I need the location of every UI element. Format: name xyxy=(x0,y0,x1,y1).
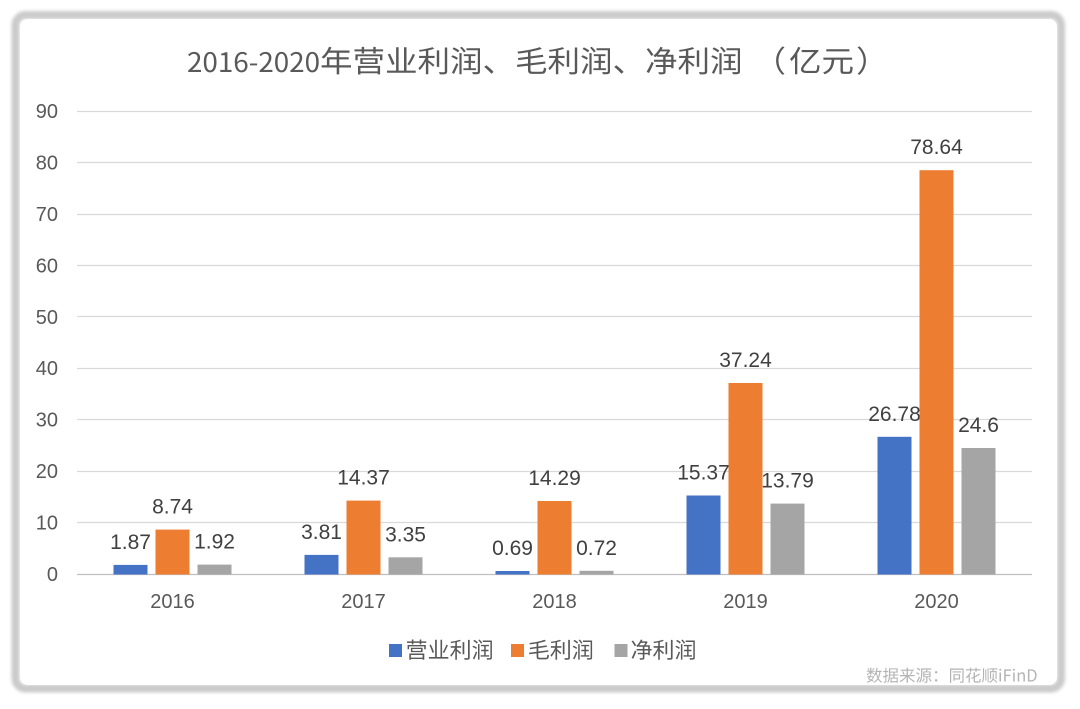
svg-text:13.79: 13.79 xyxy=(761,470,814,493)
svg-text:2016: 2016 xyxy=(150,591,195,613)
svg-text:80: 80 xyxy=(36,153,58,175)
svg-text:90: 90 xyxy=(36,101,58,123)
svg-text:24.6: 24.6 xyxy=(958,414,999,437)
svg-text:20: 20 xyxy=(36,461,58,483)
svg-text:70: 70 xyxy=(36,204,58,226)
svg-text:1.92: 1.92 xyxy=(194,531,235,554)
svg-text:0.69: 0.69 xyxy=(492,537,533,560)
svg-text:14.29: 14.29 xyxy=(528,467,581,490)
svg-text:0: 0 xyxy=(47,564,58,586)
svg-text:2017: 2017 xyxy=(341,591,386,613)
svg-text:37.24: 37.24 xyxy=(719,349,772,372)
svg-text:30: 30 xyxy=(36,410,58,432)
svg-text:14.37: 14.37 xyxy=(337,467,390,490)
svg-text:2019: 2019 xyxy=(723,591,768,613)
svg-text:3.81: 3.81 xyxy=(301,521,342,544)
svg-text:40: 40 xyxy=(36,358,58,380)
svg-text:0.72: 0.72 xyxy=(576,537,617,560)
svg-text:78.64: 78.64 xyxy=(910,136,963,159)
svg-text:50: 50 xyxy=(36,307,58,329)
svg-text:26.78: 26.78 xyxy=(868,403,921,426)
svg-text:2018: 2018 xyxy=(532,591,577,613)
svg-text:1.87: 1.87 xyxy=(110,531,151,554)
svg-text:8.74: 8.74 xyxy=(152,496,193,519)
svg-text:3.35: 3.35 xyxy=(385,523,426,546)
svg-text:60: 60 xyxy=(36,255,58,277)
svg-text:2020: 2020 xyxy=(914,591,959,613)
svg-text:15.37: 15.37 xyxy=(677,462,730,485)
svg-text:10: 10 xyxy=(36,512,58,534)
